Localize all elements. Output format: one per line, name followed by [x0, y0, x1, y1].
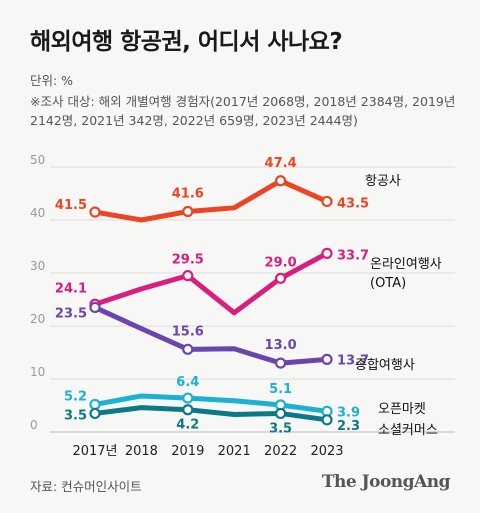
data-point	[182, 343, 194, 355]
data-point	[321, 195, 333, 208]
data-point	[89, 206, 101, 218]
data-point	[275, 175, 287, 187]
data-point	[182, 404, 194, 416]
series-label: 항공사	[365, 174, 401, 189]
data-label: 43.5	[337, 196, 369, 211]
gridlines	[50, 166, 455, 433]
x-tick-label: 2018	[125, 444, 158, 459]
y-tick-label: 40	[30, 206, 45, 220]
data-label: 3.9	[337, 405, 360, 420]
series-label: 종합여행사	[355, 357, 415, 373]
survey-note: ※조사 대상: 해외 개별여행 경험자(2017년 2068명, 2018년 2…	[30, 94, 456, 128]
data-point	[182, 392, 194, 404]
series-line	[92, 304, 330, 366]
y-tick-label: 50	[30, 153, 45, 167]
x-tick-label: 2022	[264, 444, 297, 459]
series-points	[89, 175, 333, 426]
y-axis-ticks: 0 10 20 30 40 50	[30, 153, 45, 432]
data-point	[321, 247, 333, 259]
series-label: 온라인여행사	[370, 256, 442, 272]
y-tick-label: 30	[30, 259, 45, 273]
data-label: 13.7	[337, 353, 369, 368]
data-point	[275, 357, 287, 369]
data-point	[275, 407, 287, 420]
data-label: 29.5	[172, 253, 204, 268]
data-label: 41.6	[172, 187, 204, 202]
data-point	[182, 205, 194, 218]
series-label: (OTA)	[370, 276, 406, 291]
x-tick-label: 2019	[171, 444, 204, 459]
x-tick-label: 2021	[218, 444, 251, 459]
data-label: 6.4	[176, 375, 199, 390]
series-lines	[92, 178, 330, 423]
y-tick-label: 10	[30, 365, 45, 379]
series-label: 오픈마켓	[378, 402, 426, 417]
data-label: 23.5	[55, 306, 87, 321]
brand-logo: The JoongAng	[321, 472, 451, 492]
y-tick-label: 20	[30, 312, 45, 326]
source-note: 자료: 컨슈머인사이트	[30, 479, 142, 494]
data-point	[321, 414, 333, 426]
data-label: 15.6	[172, 324, 204, 339]
series-line	[92, 178, 330, 223]
data-point	[89, 398, 101, 411]
data-label: 3.5	[64, 408, 87, 423]
y-tick-label: 0	[30, 418, 38, 432]
data-label: 5.1	[269, 382, 292, 397]
series-line	[92, 405, 330, 423]
series-label: 소셜커머스	[378, 423, 438, 438]
data-label: 41.5	[55, 198, 87, 213]
data-point	[275, 272, 287, 284]
x-tick-label: 2023	[310, 444, 343, 459]
data-label: 2.3	[337, 419, 360, 434]
series-line	[92, 393, 330, 414]
series-line	[92, 250, 330, 316]
data-label: 13.0	[265, 338, 297, 353]
data-point	[182, 270, 194, 282]
data-label: 3.5	[269, 421, 292, 436]
data-point	[321, 353, 333, 365]
data-labels: 41.5 41.6 47.4 43.5 24.1 29.5 29.0 33.7 23.5 15.6…	[55, 156, 369, 437]
data-label: 47.4	[265, 156, 297, 171]
unit-label: 단위: %	[30, 73, 74, 88]
data-point	[89, 407, 101, 420]
data-point	[89, 301, 101, 314]
data-label: 33.7	[337, 248, 369, 263]
data-label: 24.1	[55, 281, 87, 296]
x-axis-ticks: 2017년 2018 2019 2021 2022 2023	[72, 444, 343, 459]
data-label: 5.2	[64, 389, 87, 404]
data-label: 29.0	[265, 255, 297, 270]
x-tick-label: 2017년	[72, 444, 117, 459]
chart-title: 해외여행 항공권, 어디서 사나요?	[30, 29, 343, 55]
data-label: 4.2	[176, 418, 199, 433]
